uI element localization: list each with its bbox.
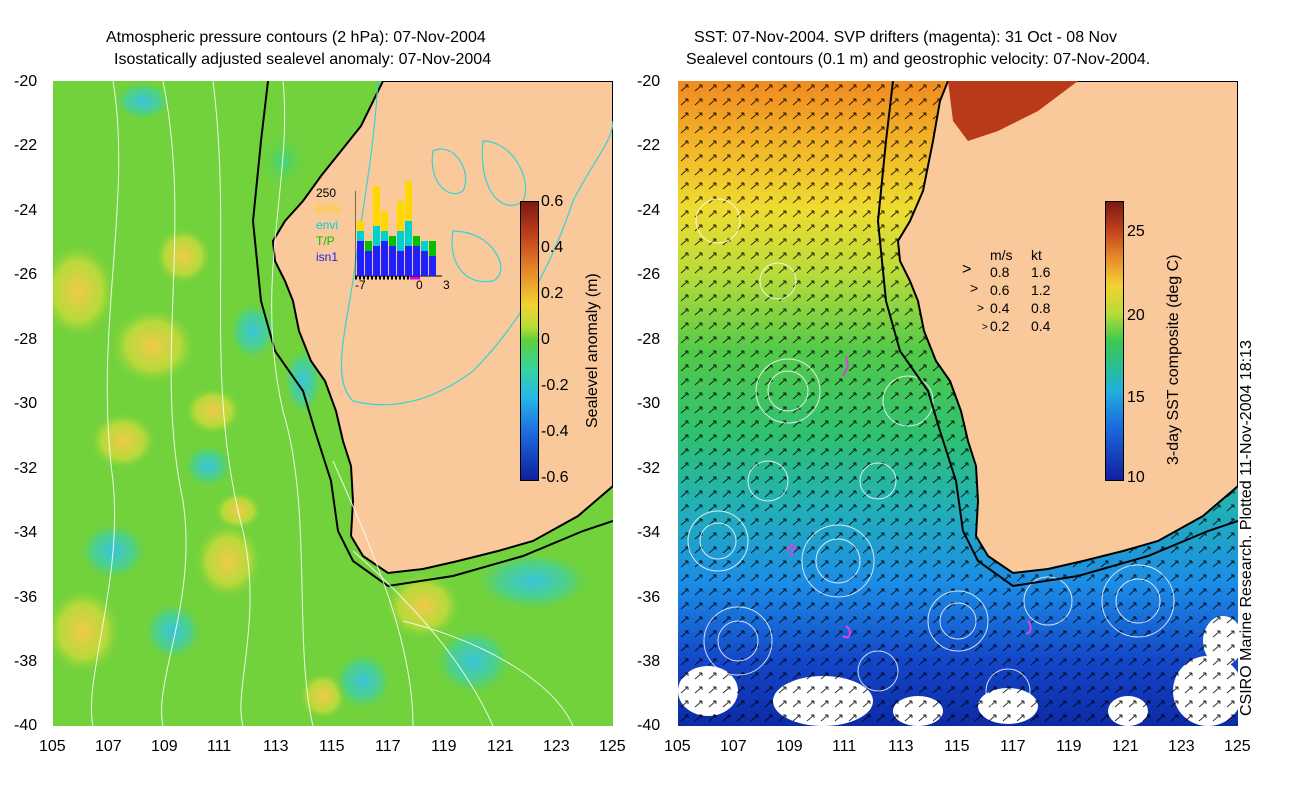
- left-lon-label: 109: [151, 738, 178, 755]
- velocity-legend-header-kt: kt: [1031, 247, 1042, 263]
- velocity-legend-kt: 1.6: [1031, 264, 1051, 280]
- right-lat-label: -24: [637, 202, 661, 219]
- histogram-legend-isn1: isn1: [316, 250, 339, 264]
- left-lon-label: 125: [599, 738, 626, 755]
- sealevel-colorbar-label: Sealevel anomaly (m): [584, 273, 601, 428]
- left-lat-label: -38: [14, 653, 38, 670]
- sst-colorbar-tick: 20: [1127, 307, 1145, 324]
- velocity-legend-header-ms: m/s: [990, 247, 1013, 263]
- right-lat-label: -32: [637, 460, 661, 477]
- left-lat-label: -30: [14, 395, 38, 412]
- right-title-line1: SST: 07-Nov-2004. SVP drifters (magenta)…: [694, 29, 1117, 46]
- velocity-arrow-tiny: >: [982, 322, 988, 333]
- sst-colorbar-tick: 25: [1127, 223, 1145, 240]
- histogram-legend-ers: ERS: [316, 202, 341, 216]
- histogram-legend-envi: envi: [316, 218, 339, 232]
- velocity-arrow-small: >: [977, 301, 985, 315]
- sst-colorbar-tick: 15: [1127, 389, 1145, 406]
- velocity-legend-kt: 0.4: [1031, 318, 1051, 334]
- right-lat-label: -36: [637, 589, 661, 606]
- left-lat-label: -20: [14, 73, 38, 90]
- sealevel-colorbar-tick: -0.2: [541, 377, 569, 394]
- sst-colorbar-label: 3-day SST composite (deg C): [1165, 254, 1182, 465]
- right-lat-label: -20: [637, 73, 661, 90]
- left-lat-label: -32: [14, 460, 38, 477]
- right-lat-label: -28: [637, 331, 661, 348]
- right-lon-label: 125: [1224, 738, 1251, 755]
- left-lon-label: 111: [207, 738, 232, 755]
- left-lon-label: 119: [431, 738, 457, 755]
- right-lon-label: 123: [1168, 738, 1195, 755]
- right-lat-label: -40: [637, 717, 661, 734]
- right-lon-label: 107: [720, 738, 747, 755]
- sealevel-colorbar-tick: 0: [541, 331, 550, 348]
- velocity-legend-ms: 0.8: [990, 264, 1010, 280]
- right-lon-label: 111: [832, 738, 857, 755]
- left-lon-label: 105: [39, 738, 66, 755]
- velocity-legend-kt: 1.2: [1031, 282, 1051, 298]
- credit-text: CSIRO Marine Research. Plotted 11-Nov-20…: [1238, 340, 1255, 716]
- left-lon-label: 121: [487, 738, 514, 755]
- left-title-line2: Isostatically adjusted sealevel anomaly:…: [114, 51, 492, 68]
- right-lon-label: 117: [1000, 738, 1026, 755]
- right-lon-label: 115: [944, 738, 970, 755]
- sst-map: [678, 81, 1238, 726]
- left-lat-label: -22: [14, 137, 38, 154]
- right-lon-label: 105: [664, 738, 691, 755]
- histogram-bars: [357, 181, 436, 276]
- sealevel-colorbar: [520, 201, 539, 481]
- altimeter-coverage-histogram: [355, 181, 442, 280]
- left-lat-label: -24: [14, 202, 38, 219]
- histogram-ymax-label: 250: [316, 186, 337, 200]
- left-title-line1: Atmospheric pressure contours (2 hPa): 0…: [106, 29, 486, 46]
- left-lon-label: 107: [95, 738, 122, 755]
- right-lon-label: 109: [776, 738, 803, 755]
- velocity-legend-ms: 0.2: [990, 318, 1010, 334]
- right-lat-label: -34: [637, 524, 661, 541]
- right-lon-label: 113: [888, 738, 914, 755]
- sst-colorbar-tick: 10: [1127, 469, 1145, 486]
- left-lon-label: 113: [263, 738, 289, 755]
- right-lat-label: -30: [637, 395, 661, 412]
- sst-colorbar: [1105, 201, 1124, 481]
- right-lat-label: -38: [637, 653, 661, 670]
- left-lat-label: -34: [14, 524, 38, 541]
- right-lat-label: -22: [637, 137, 661, 154]
- sealevel-colorbar-tick: -0.4: [541, 423, 569, 440]
- svp-drifter-tracks: [785, 355, 1032, 639]
- sealevel-colorbar-tick: 0.2: [541, 285, 564, 302]
- histogram-x-label-max: 3: [443, 278, 450, 292]
- right-title-line2: Sealevel contours (0.1 m) and geostrophi…: [686, 51, 1151, 68]
- left-lon-label: 123: [543, 738, 570, 755]
- histogram-x-label-min: -7: [355, 278, 366, 292]
- velocity-legend-kt: 0.8: [1031, 300, 1051, 316]
- histogram-x-label-zero: 0: [416, 278, 423, 292]
- right-lon-label: 119: [1056, 738, 1082, 755]
- sealevel-colorbar-tick: 0.6: [541, 193, 564, 210]
- sealevel-colorbar-tick: 0.4: [541, 239, 564, 256]
- left-lat-label: -26: [14, 266, 38, 283]
- right-lat-label: -26: [637, 266, 661, 283]
- australia-land: [896, 81, 1238, 575]
- left-lon-label: 115: [319, 738, 345, 755]
- left-lon-label: 117: [375, 738, 401, 755]
- left-lat-label: -28: [14, 331, 38, 348]
- sealevel-colorbar-tick: -0.6: [541, 469, 569, 486]
- velocity-legend-ms: 0.4: [990, 300, 1010, 316]
- velocity-arrow-large: >: [962, 261, 972, 278]
- velocity-arrow-medium: >: [970, 280, 979, 296]
- histogram-legend-tp: T/P: [316, 234, 335, 248]
- left-lat-label: -40: [14, 717, 38, 734]
- velocity-legend-ms: 0.6: [990, 282, 1010, 298]
- right-map-panel: [678, 81, 1238, 726]
- left-lat-label: -36: [14, 589, 38, 606]
- right-lon-label: 121: [1112, 738, 1139, 755]
